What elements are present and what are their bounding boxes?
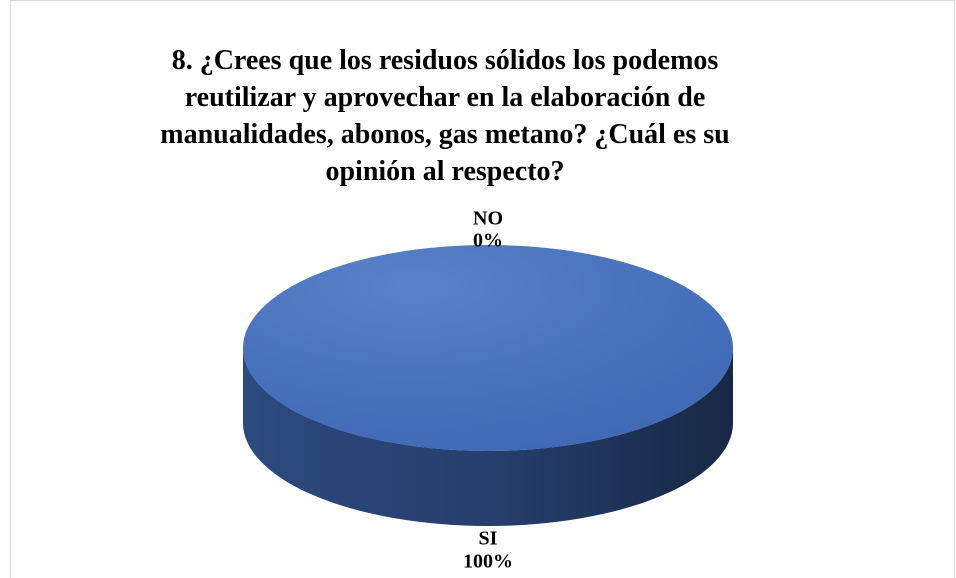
data-label-value: 0% xyxy=(473,230,503,252)
chart-title: 8. ¿Crees que los residuos sólidos los p… xyxy=(160,45,730,187)
data-label-category: NO xyxy=(473,208,503,230)
title-box: 8. ¿Crees que los residuos sólidos los p… xyxy=(160,45,730,187)
pie-top-shade xyxy=(243,245,733,451)
data-label-category: SI xyxy=(479,528,498,550)
pie-side-shade xyxy=(243,348,733,526)
data-label-value: 100% xyxy=(463,551,513,573)
